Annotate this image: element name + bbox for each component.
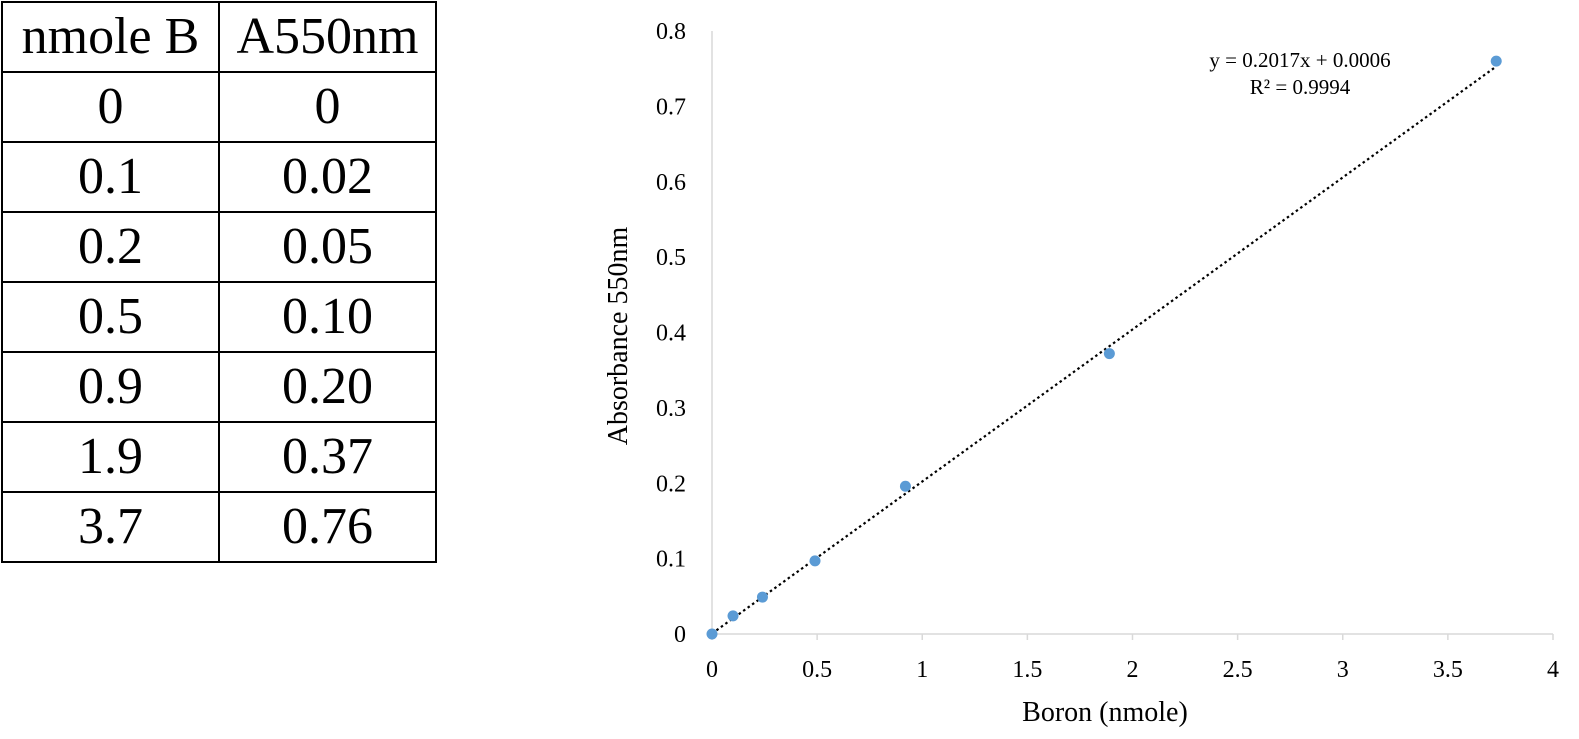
table-row: 0.5 0.10 xyxy=(1,281,437,353)
data-points-layer xyxy=(706,55,1502,640)
trendline-layer xyxy=(711,65,1497,635)
table-cell: 1.9 xyxy=(1,421,220,493)
x-axis-label: Boron (nmole) xyxy=(1022,697,1188,728)
table-cell: 0.05 xyxy=(218,211,437,283)
table-row: 0 0 xyxy=(1,71,437,143)
y-tick-label: 0.1 xyxy=(656,547,686,573)
table-cell: 3.7 xyxy=(1,491,220,563)
chart-labels: y = 0.2017x + 0.0006 R² = 0.9994 Boron (… xyxy=(603,48,1391,728)
y-tick-label: 0.8 xyxy=(656,19,686,45)
data-point xyxy=(1103,348,1115,360)
x-tick-label: 3 xyxy=(1337,657,1349,683)
table-cell: 0.02 xyxy=(218,141,437,213)
table-cell: 0 xyxy=(1,71,220,143)
data-point xyxy=(756,591,768,603)
data-table: nmole B A550nm 0 0 0.1 0.02 0.2 0.05 0.5… xyxy=(1,1,437,563)
x-tick-label: 4 xyxy=(1547,657,1559,683)
y-tick-label: 0.2 xyxy=(656,471,686,497)
chart-axes: 0 0.5 1 1.5 2 2.5 3 3.5 4 0 0.1 0.2 0.3 0.4 0.5 0.6 0.7 0… xyxy=(656,19,1559,683)
table-cell: 0.1 xyxy=(1,141,220,213)
data-point xyxy=(727,610,739,622)
table-cell: 0.76 xyxy=(218,491,437,563)
trendline xyxy=(711,65,1497,635)
y-tick-label: 0 xyxy=(674,622,686,648)
x-tick-label: 2 xyxy=(1127,657,1139,683)
x-tick-label: 2.5 xyxy=(1223,657,1253,683)
header-absorbance: A550nm xyxy=(218,1,437,73)
header-nmole: nmole B xyxy=(1,1,220,73)
y-tick-label: 0.7 xyxy=(656,94,686,120)
y-axis-label: Absorbance 550nm xyxy=(603,227,634,446)
data-point xyxy=(899,480,911,492)
x-tick-label: 1 xyxy=(916,657,928,683)
y-tick-label: 0.3 xyxy=(656,396,686,422)
y-tick-label: 0.5 xyxy=(656,245,686,271)
x-tick-label: 3.5 xyxy=(1433,657,1463,683)
table-row: 3.7 0.76 xyxy=(1,491,437,563)
table-cell: 0.2 xyxy=(1,211,220,283)
table-row: 0.9 0.20 xyxy=(1,351,437,423)
table-row: 0.2 0.05 xyxy=(1,211,437,283)
trendline-equation: y = 0.2017x + 0.0006 xyxy=(1209,48,1390,72)
trendline-r-squared: R² = 0.9994 xyxy=(1250,75,1351,99)
table-cell: 0.37 xyxy=(218,421,437,493)
x-tick-label: 1.5 xyxy=(1012,657,1042,683)
y-tick-label: 0.6 xyxy=(656,170,686,196)
data-point xyxy=(809,555,821,567)
table-cell: 0 xyxy=(218,71,437,143)
table-cell: 0.10 xyxy=(218,281,437,353)
table-header-row: nmole B A550nm xyxy=(1,1,437,73)
x-tick-label: 0 xyxy=(706,657,718,683)
x-tick-label: 0.5 xyxy=(802,657,832,683)
y-tick-label: 0.4 xyxy=(656,321,686,347)
table-row: 1.9 0.37 xyxy=(1,421,437,493)
table-cell: 0.9 xyxy=(1,351,220,423)
data-point xyxy=(706,628,718,640)
table-cell: 0.20 xyxy=(218,351,437,423)
table-row: 0.1 0.02 xyxy=(1,141,437,213)
table-cell: 0.5 xyxy=(1,281,220,353)
data-point xyxy=(1490,55,1502,67)
